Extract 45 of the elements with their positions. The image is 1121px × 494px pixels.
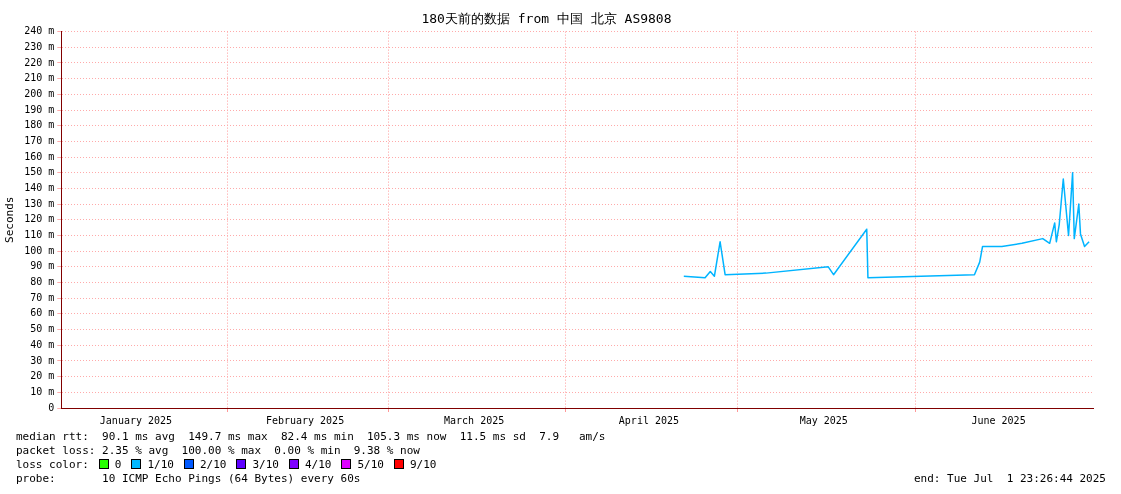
text: 0: [114, 458, 122, 471]
y-tick-label: 240 m: [24, 25, 55, 37]
x-tick-label: April 2025: [618, 414, 680, 426]
text: 3/10: [252, 458, 279, 471]
y-tick-label: 210 m: [24, 72, 55, 84]
text: loss color:: [16, 458, 89, 471]
y-tick-label: 230 m: [24, 40, 55, 52]
text: packet loss: 2.35 % avg 100.00 % max 0.00 % min 9.38 % now: [16, 444, 420, 457]
y-tick-label: 200 m: [24, 87, 55, 99]
x-tick-label: June 2025: [971, 414, 1026, 426]
text: probe: 10 ICMP Echo Pings (64 Bytes) every 60s: [16, 472, 361, 485]
y-tick-label: 170 m: [24, 134, 55, 146]
x-tick-label: February 2025: [265, 414, 345, 426]
y-tick-label: 150 m: [24, 166, 55, 178]
text: 1/10: [147, 458, 174, 471]
y-tick-label: 120 m: [24, 213, 55, 225]
x-tick-label: May 2025: [799, 414, 848, 426]
y-axis-title: Seconds: [3, 196, 17, 243]
text: 4/10: [304, 458, 332, 471]
y-tick-label: 160 m: [24, 150, 55, 162]
y-tick-label: 140 m: [24, 182, 55, 194]
text: median rtt: 90.1 ms avg 149.7 ms max 82.4 ms min 105.3 ms now 11.5 ms sd 7.9 am/s: [16, 430, 606, 443]
text: 9/10: [409, 458, 437, 471]
y-tick-label: 40 m: [30, 338, 55, 350]
y-tick-label: 20 m: [30, 370, 55, 382]
y-tick-label: 190 m: [24, 103, 55, 115]
x-tick-label: January 2025: [99, 414, 173, 426]
y-tick-label: 80 m: [30, 276, 55, 288]
y-tick-label: 100 m: [24, 244, 55, 256]
y-tick-label: 90 m: [30, 260, 55, 272]
x-tick-label: March 2025: [444, 414, 505, 426]
text: end: Tue Jul 1 23:26:44 2025: [913, 472, 1106, 486]
y-tick-label: 70 m: [30, 291, 55, 303]
y-tick-label: 50 m: [30, 323, 55, 335]
y-tick-label: 110 m: [24, 229, 55, 241]
y-tick-label: 10 m: [30, 385, 55, 397]
y-tick-label: 0: [48, 401, 55, 413]
chart-title: 180天前的数据 from 中国 北京 AS9808: [421, 11, 672, 27]
y-tick-label: 30 m: [30, 354, 55, 366]
text: 5/10: [357, 458, 384, 471]
y-tick-label: 180 m: [24, 119, 55, 131]
y-tick-label: 220 m: [24, 56, 55, 68]
y-tick-label: 60 m: [30, 307, 55, 319]
text: 2/10: [199, 458, 227, 471]
y-tick-label: 130 m: [24, 197, 55, 209]
